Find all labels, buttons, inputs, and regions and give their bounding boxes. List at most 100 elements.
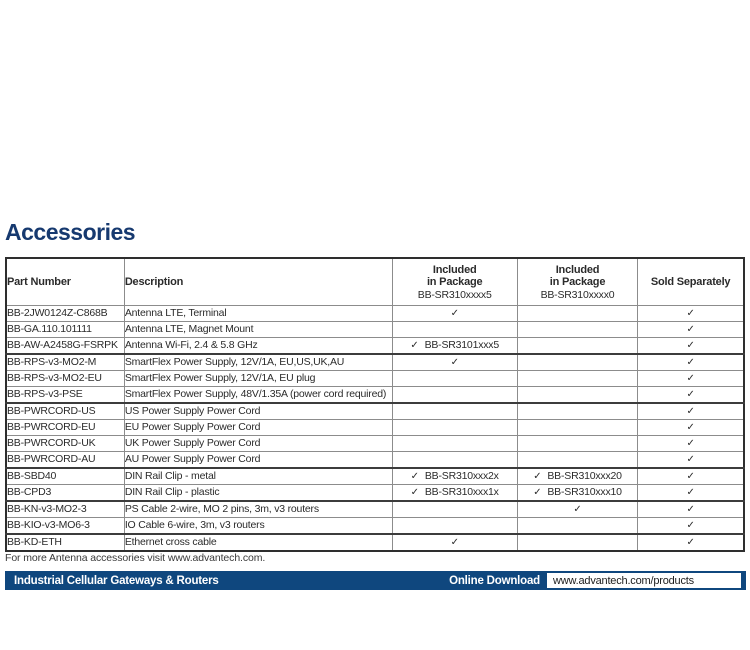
- check-icon: ✓: [686, 537, 695, 548]
- part-number-cell: BB-KN-v3-MO2-3: [5, 500, 125, 518]
- check-icon: ✓: [686, 471, 695, 482]
- included-pkg5-cell: [391, 500, 518, 518]
- footer-product-line: Industrial Cellular Gateways & Routers: [14, 574, 219, 587]
- table-row: BB-GA.110.101111 Antenna LTE, Magnet Moun…: [5, 321, 745, 338]
- check-icon: ✓: [573, 504, 582, 515]
- sold-separately-cell: ✓: [637, 533, 745, 552]
- description-cell: SmartFlex Power Supply, 12V/1A, EU plug: [123, 370, 393, 387]
- table-row: BB-KIO-v3-MO6-3 IO Cable 6-wire, 3m, v3 r…: [5, 517, 745, 535]
- header-pkg5-model: BB-SR310xxxx5: [417, 288, 492, 301]
- part-number-cell: BB-PWRCORD-EU: [5, 419, 125, 436]
- description-cell: DIN Rail Clip - plastic: [123, 484, 393, 502]
- included-pkg5-cell: [391, 451, 518, 469]
- check-icon: ✓: [686, 373, 695, 384]
- sold-separately-cell: ✓: [637, 337, 745, 355]
- part-number-cell: BB-PWRCORD-US: [5, 402, 125, 420]
- check-icon: ✓: [686, 438, 695, 449]
- table-row: BB-PWRCORD-AU AU Power Supply Power Cord ✓: [5, 451, 745, 469]
- included-pkg5-cell: [391, 386, 518, 404]
- description-cell: DIN Rail Clip - metal: [123, 467, 393, 485]
- package-model-label: BB-SR310xxx1x: [424, 486, 499, 498]
- included-pkg0-cell: [516, 386, 639, 404]
- check-icon: ✓: [410, 487, 419, 498]
- sold-separately-cell: ✓: [637, 370, 745, 387]
- part-number-cell: BB-RPS-v3-MO2-M: [5, 353, 125, 371]
- table-row: BB-PWRCORD-US US Power Supply Power Cord ✓: [5, 402, 745, 420]
- included-pkg0-cell: ✓: [516, 500, 639, 518]
- description-cell: Antenna LTE, Magnet Mount: [123, 321, 393, 338]
- part-number-cell: BB-2JW0124Z-C868B: [5, 305, 125, 322]
- check-icon: ✓: [686, 504, 695, 515]
- download-url-text[interactable]: www.advantech.com/products: [553, 574, 694, 587]
- part-number-cell: BB-CPD3: [5, 484, 125, 502]
- sold-separately-cell: ✓: [637, 484, 745, 502]
- header-pkg0-model: BB-SR310xxxx0: [540, 288, 615, 301]
- check-icon: ✓: [686, 454, 695, 465]
- check-icon: ✓: [410, 340, 419, 351]
- part-number-cell: BB-SBD40: [5, 467, 125, 485]
- part-number-cell: BB-RPS-v3-PSE: [5, 386, 125, 404]
- description-cell: US Power Supply Power Cord: [123, 402, 393, 420]
- check-icon: ✓: [533, 471, 542, 482]
- description-cell: Antenna LTE, Terminal: [123, 305, 393, 322]
- included-pkg0-cell: [516, 419, 639, 436]
- included-pkg0-cell: [516, 533, 639, 552]
- table-row: BB-AW-A2458G-FSRPK Antenna Wi-Fi, 2.4 & 5…: [5, 337, 745, 355]
- table-row: BB-RPS-v3-PSE SmartFlex Power Supply, 48V…: [5, 386, 745, 404]
- accessories-table: Part Number Description Included in Pack…: [5, 257, 745, 552]
- check-icon: ✓: [410, 471, 419, 482]
- included-pkg5-cell: ✓: [391, 305, 518, 322]
- check-icon: ✓: [450, 357, 459, 368]
- check-icon: ✓: [686, 389, 695, 400]
- sold-separately-cell: ✓: [637, 386, 745, 404]
- included-pkg0-cell: [516, 435, 639, 452]
- part-number-cell: BB-KIO-v3-MO6-3: [5, 517, 125, 535]
- sold-separately-cell: ✓: [637, 353, 745, 371]
- description-cell: Antenna Wi-Fi, 2.4 & 5.8 GHz: [123, 337, 393, 355]
- sold-separately-cell: ✓: [637, 435, 745, 452]
- check-icon: ✓: [686, 520, 695, 531]
- header-sold-separately: Sold Separately: [637, 257, 745, 306]
- sold-separately-cell: ✓: [637, 467, 745, 485]
- check-icon: ✓: [686, 357, 695, 368]
- included-pkg0-cell: [516, 305, 639, 322]
- table-row: BB-KD-ETH Ethernet cross cable ✓ ✓: [5, 533, 745, 552]
- check-icon: ✓: [686, 422, 695, 433]
- included-pkg0-cell: ✓ BB-SR310xxx20: [516, 467, 639, 485]
- check-icon: ✓: [686, 324, 695, 335]
- included-pkg5-cell: [391, 419, 518, 436]
- part-number-cell: BB-PWRCORD-UK: [5, 435, 125, 452]
- sold-separately-cell: ✓: [637, 305, 745, 322]
- description-cell: IO Cable 6-wire, 3m, v3 routers: [123, 517, 393, 535]
- description-cell: SmartFlex Power Supply, 48V/1.35A (power…: [123, 386, 393, 404]
- check-icon: ✓: [686, 308, 695, 319]
- footer-bar: Industrial Cellular Gateways & Routers O…: [5, 571, 746, 590]
- included-pkg5-cell: [391, 435, 518, 452]
- header-part-number: Part Number: [5, 257, 125, 306]
- table-row: BB-KN-v3-MO2-3 PS Cable 2-wire, MO 2 pins…: [5, 500, 745, 518]
- check-icon: ✓: [686, 487, 695, 498]
- included-pkg0-cell: [516, 353, 639, 371]
- part-number-cell: BB-AW-A2458G-FSRPK: [5, 337, 125, 355]
- sold-separately-cell: ✓: [637, 500, 745, 518]
- table-row: BB-SBD40 DIN Rail Clip - metal ✓ BB-SR310xx…: [5, 467, 745, 485]
- table-row: BB-PWRCORD-UK UK Power Supply Power Cord ✓: [5, 435, 745, 452]
- description-cell: Ethernet cross cable: [123, 533, 393, 552]
- included-pkg5-cell: ✓: [391, 353, 518, 371]
- check-icon: ✓: [533, 487, 542, 498]
- included-pkg5-cell: ✓: [391, 533, 518, 552]
- header-description: Description: [123, 257, 393, 306]
- table-row: BB-CPD3 DIN Rail Clip - plastic ✓ BB-SR310x…: [5, 484, 745, 502]
- included-pkg5-cell: [391, 370, 518, 387]
- included-pkg0-cell: ✓ BB-SR310xxx10: [516, 484, 639, 502]
- check-icon: ✓: [450, 537, 459, 548]
- package-model-label: BB-SR310xxx10: [547, 486, 622, 498]
- description-cell: AU Power Supply Power Cord: [123, 451, 393, 469]
- download-url-box[interactable]: www.advantech.com/products: [547, 573, 741, 588]
- included-pkg5-cell: ✓ BB-SR310xxx2x: [391, 467, 518, 485]
- table-row: BB-RPS-v3-MO2-M SmartFlex Power Supply, 1…: [5, 353, 745, 371]
- included-pkg5-cell: ✓ BB-SR310xxx1x: [391, 484, 518, 502]
- part-number-cell: BB-RPS-v3-MO2-EU: [5, 370, 125, 387]
- included-pkg0-cell: [516, 337, 639, 355]
